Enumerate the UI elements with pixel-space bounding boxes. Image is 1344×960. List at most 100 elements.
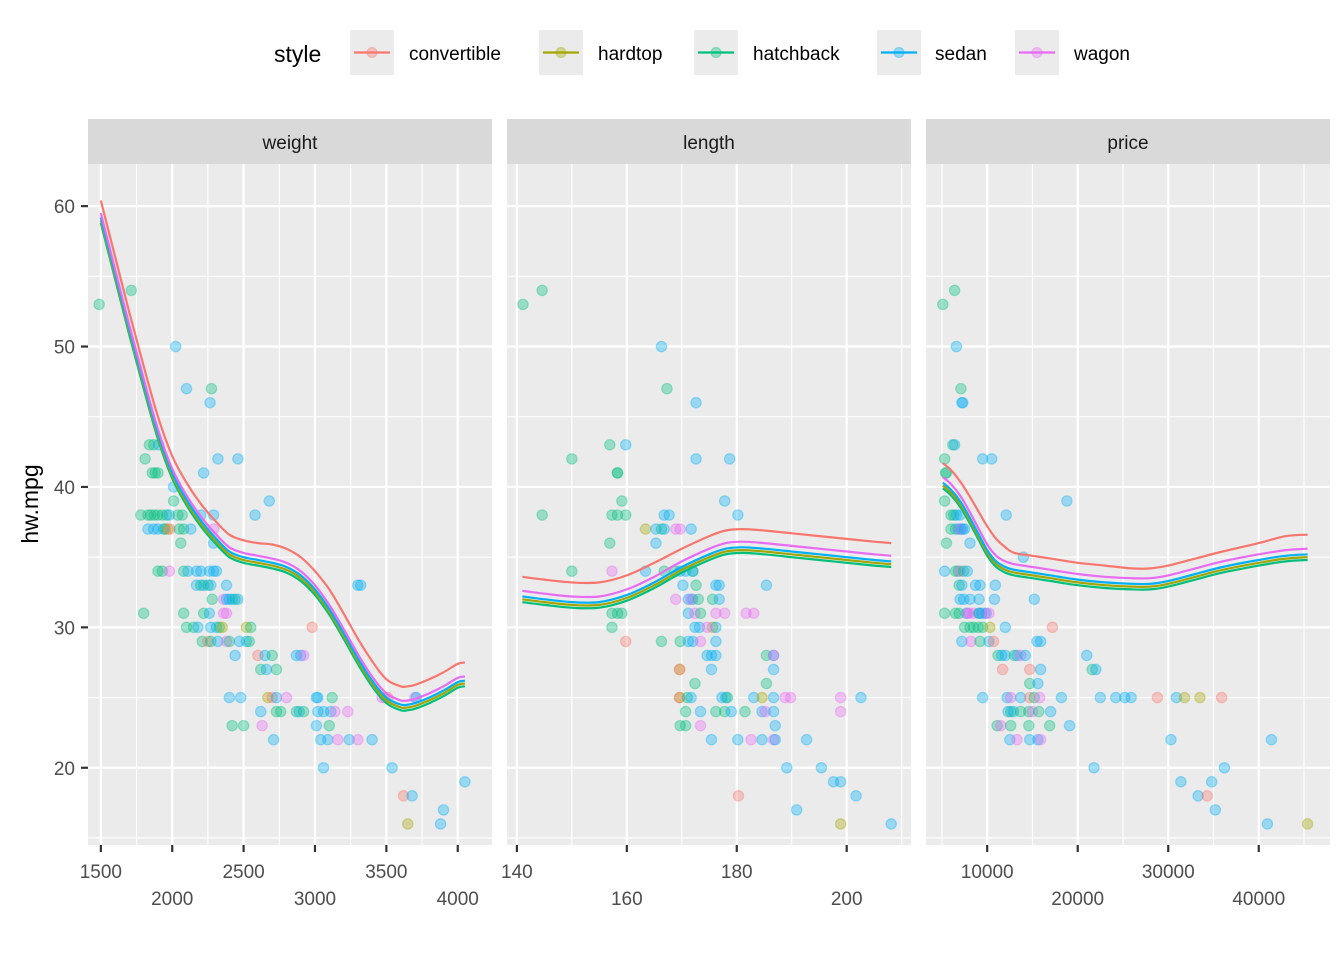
data-point-sedan <box>240 635 253 648</box>
data-point-hatchback <box>945 509 957 521</box>
gridlines <box>926 164 1330 845</box>
data-point-sedan <box>767 691 780 704</box>
data-point-sedan <box>790 804 803 816</box>
data-point-convertible <box>1023 691 1036 704</box>
data-point-sedan <box>980 607 993 620</box>
data-point-hatchback <box>991 719 1003 732</box>
data-point-sedan <box>194 565 207 577</box>
data-point-hatchback <box>760 649 773 662</box>
data-point-hatchback <box>940 467 953 479</box>
data-point-sedan <box>1028 593 1041 606</box>
legend-label: hatchback <box>753 44 840 65</box>
data-point-sedan <box>1170 691 1183 704</box>
data-point-convertible <box>1046 621 1059 634</box>
data-point-sedan <box>434 818 447 830</box>
data-point-sedan <box>220 593 233 606</box>
data-point-sedan <box>995 649 1008 662</box>
y-axis-title: hw.mpg <box>17 464 43 543</box>
y-tick-label: 40 <box>54 478 75 499</box>
data-point-sedan <box>437 804 450 816</box>
data-point-sedan <box>1088 761 1100 774</box>
data-point-wagon <box>694 635 707 648</box>
data-point-hatchback <box>226 719 238 732</box>
data-point-wagon <box>1014 649 1027 662</box>
data-point-hatchback <box>135 509 147 521</box>
data-point-hatchback <box>206 593 218 606</box>
data-point-wagon <box>701 621 713 634</box>
data-point-sedan <box>1094 691 1107 704</box>
data-point-sedan <box>956 396 969 409</box>
smooth-lines <box>942 462 1308 591</box>
data-point-sedan <box>1032 677 1044 690</box>
data-point-sedan <box>716 691 728 704</box>
data-point-hatchback <box>692 593 705 606</box>
data-point-hatchback <box>177 607 190 620</box>
data-point-wagon <box>256 719 268 732</box>
data-point-sedan <box>719 691 732 704</box>
data-point-hatchback <box>958 621 971 634</box>
data-point-convertible <box>673 663 686 676</box>
data-point-hatchback <box>152 467 164 479</box>
data-point-convertible <box>1023 663 1036 676</box>
data-point-hatchback <box>1023 677 1036 690</box>
y-tick-label: 60 <box>54 197 75 218</box>
data-point-sedan <box>815 761 828 774</box>
data-point-sedan <box>1109 691 1122 704</box>
data-point-sedan <box>180 382 193 395</box>
data-point-sedan <box>310 691 323 704</box>
data-point-hatchback <box>223 635 236 648</box>
data-point-sedan <box>655 340 668 353</box>
x-tick-label: 40000 <box>1232 889 1285 910</box>
data-point-hatchback <box>1004 719 1017 732</box>
data-point-sedan <box>1218 761 1231 774</box>
data-point-sedan <box>1265 733 1278 746</box>
data-point-sedan <box>197 579 210 592</box>
x-tick-label: 4000 <box>437 889 479 910</box>
legend: style convertible hardtop hatchback sedan wa… <box>274 30 1130 75</box>
data-point-wagon <box>332 733 344 746</box>
data-point-convertible <box>202 635 214 648</box>
data-point-sedan <box>1004 733 1016 746</box>
data-point-hatchback <box>156 509 169 521</box>
data-point-wagon <box>297 649 310 662</box>
data-point-hatchback <box>973 607 985 620</box>
data-point-sedan <box>234 691 247 704</box>
data-point-sedan <box>312 705 324 718</box>
data-point-hatchback <box>949 565 962 577</box>
data-point-sedan <box>204 396 216 409</box>
data-point-sedan <box>406 790 418 802</box>
legend-item-hardtop: hardtop <box>539 30 662 75</box>
data-point-sedan <box>686 593 699 606</box>
legend-label: wagon <box>1073 44 1130 65</box>
data-point-hatchback <box>674 635 686 648</box>
data-point-sedan <box>1011 649 1023 662</box>
data-point-sedan <box>958 523 971 535</box>
data-point-hatchback <box>274 705 287 718</box>
data-point-hatchback <box>297 705 310 718</box>
data-point-hatchback <box>172 509 184 521</box>
legend-label: convertible <box>409 44 501 65</box>
data-point-wagon <box>342 705 354 718</box>
data-point-sedan <box>1090 663 1102 676</box>
data-point-sedan <box>197 467 210 479</box>
data-point-convertible <box>619 635 632 648</box>
data-point-sedan <box>204 621 217 634</box>
data-point-hatchback <box>1023 719 1035 732</box>
data-point-wagon <box>1034 733 1047 746</box>
x-tick-label: 1500 <box>80 862 122 883</box>
data-point-hatchback <box>655 635 668 648</box>
scatter-points <box>937 284 1314 830</box>
data-point-sedan <box>1001 691 1013 704</box>
data-point-sedan <box>956 523 969 535</box>
legend-title: style <box>274 41 321 67</box>
data-point-hatchback <box>974 635 986 648</box>
facet-panel-weight: weight 1500 2000 2500 3000 3500 4000 <box>80 119 492 910</box>
data-point-hatchback <box>690 579 702 592</box>
legend-item-convertible: convertible <box>350 30 501 75</box>
data-point-hatchback <box>611 509 624 521</box>
data-point-hatchback <box>1043 719 1056 732</box>
data-point-hatchback <box>949 523 962 535</box>
data-point-hatchback <box>160 509 173 521</box>
data-point-sedan <box>152 523 164 535</box>
data-point-wagon <box>740 607 752 620</box>
